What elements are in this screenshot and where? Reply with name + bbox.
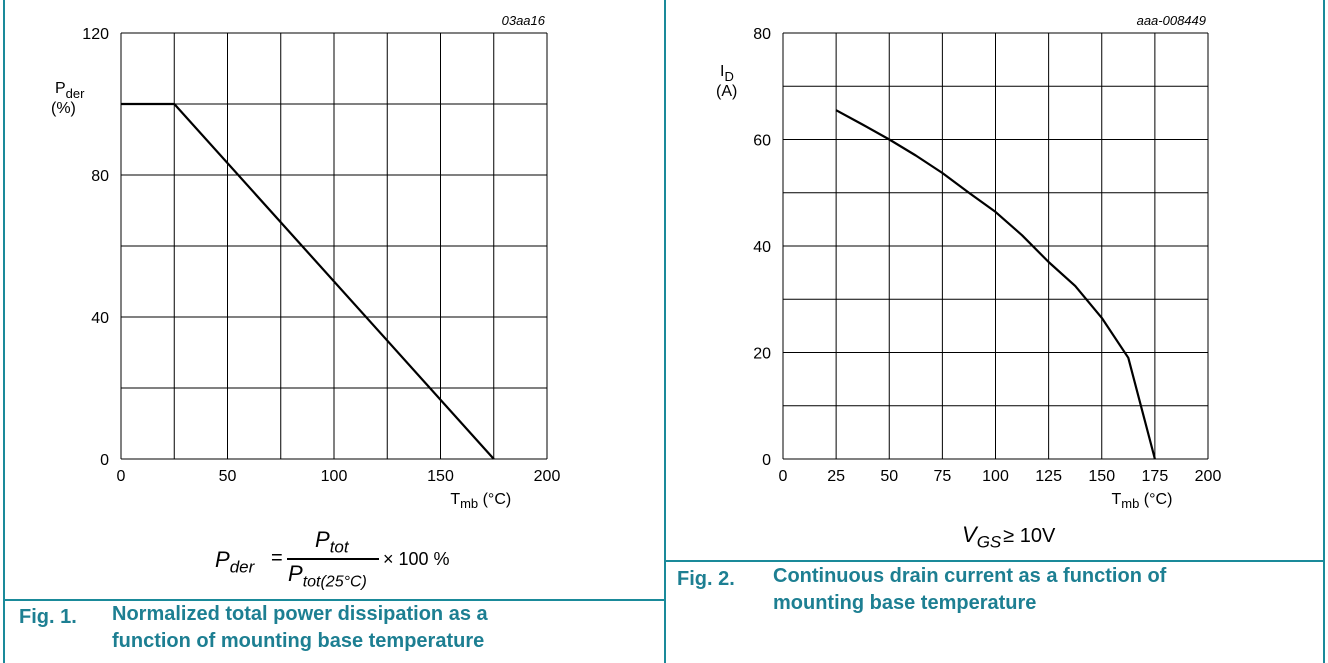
fig2-caption-rule (664, 560, 1325, 562)
y-tick-label: 0 (100, 452, 109, 469)
left-border (3, 0, 5, 663)
fig2-number: Fig. 2. (677, 568, 735, 590)
formula-den-main: P (288, 561, 303, 586)
x-tick-label: 0 (779, 468, 788, 485)
formula-lhs-main: P (215, 547, 230, 572)
x-tick-label: 100 (321, 468, 348, 485)
fig2-caption: Continuous drain current as a function o… (773, 563, 1166, 617)
y-tick-label: 0 (762, 452, 771, 469)
formula-tail: × 100 % (383, 549, 450, 569)
y-tick-label: 80 (753, 26, 771, 43)
series-line (121, 102, 495, 460)
x-tick-label: 100 (982, 468, 1009, 485)
chart-1-power-derating: 0 40 80 120 0 50 100 150 200 Pder(%) Tmb (°C) 03aa1… (51, 13, 560, 511)
fig2-caption-line1: Continuous drain current as a function o… (773, 565, 1167, 587)
y-tick-label: 80 (91, 168, 109, 185)
fig1-number: Fig. 1. (19, 606, 77, 628)
fig1-caption-rule (3, 599, 665, 601)
y-tick-label: 120 (82, 26, 109, 43)
x-axis-label: Tmb (°C) (1112, 491, 1173, 511)
x-tick-label: 125 (1035, 468, 1062, 485)
fig2-caption-line2: mounting base temperature (773, 592, 1037, 614)
series-line (835, 109, 1156, 460)
center-divider (664, 0, 666, 663)
y-axis-label: Pder (55, 80, 85, 101)
x-tick-label: 150 (427, 468, 454, 485)
formula-den-sub: tot(25°C) (302, 573, 367, 591)
fig1-caption: Normalized total power dissipation as a … (112, 601, 488, 655)
right-border (1323, 0, 1325, 663)
y-tick-label: 60 (753, 133, 771, 150)
condition-tail: ≥ 10V (1003, 525, 1056, 547)
fig1-caption-line1: Normalized total power dissipation as a (112, 603, 488, 625)
x-axis-label: Tmb (°C) (450, 491, 511, 511)
y-tick-label: 20 (753, 346, 771, 363)
x-tick-label: 0 (117, 468, 126, 485)
y-axis-unit: (%) (51, 100, 76, 117)
x-tick-label: 200 (1195, 468, 1222, 485)
x-tick-label: 50 (880, 468, 898, 485)
fraction-bar (287, 558, 379, 560)
condition-vgs: VGS ≥ 10V (962, 522, 1055, 552)
formula-lhs-sub: der (229, 557, 255, 577)
x-tick-label: 200 (534, 468, 561, 485)
y-tick-label: 40 (753, 239, 771, 256)
condition-sub: GS (976, 532, 1002, 552)
y-tick-label: 40 (91, 310, 109, 327)
formula-pder: Pder = Ptot Ptot(25°C) × 100 % (215, 527, 475, 597)
x-tick-label: 50 (219, 468, 237, 485)
x-tick-label: 150 (1088, 468, 1115, 485)
chart-2-drain-current: 0 20 40 60 80 0 25 50 75 100 125 150 175 200 ID(A) Tmb … (716, 13, 1221, 511)
condition-main: V (962, 522, 977, 547)
x-tick-label: 75 (933, 468, 951, 485)
formula-num-sub: tot (329, 537, 349, 557)
formula-equals: = (271, 547, 283, 569)
y-axis-unit: (A) (716, 83, 737, 100)
y-axis-label: ID (720, 63, 734, 84)
x-tick-label: 175 (1142, 468, 1169, 485)
figure-code: aaa-008449 (1137, 13, 1206, 28)
x-tick-label: 25 (827, 468, 845, 485)
formula-num-main: P (315, 527, 330, 552)
fig1-caption-line2: function of mounting base temperature (112, 630, 485, 652)
figure-code: 03aa16 (502, 13, 546, 28)
